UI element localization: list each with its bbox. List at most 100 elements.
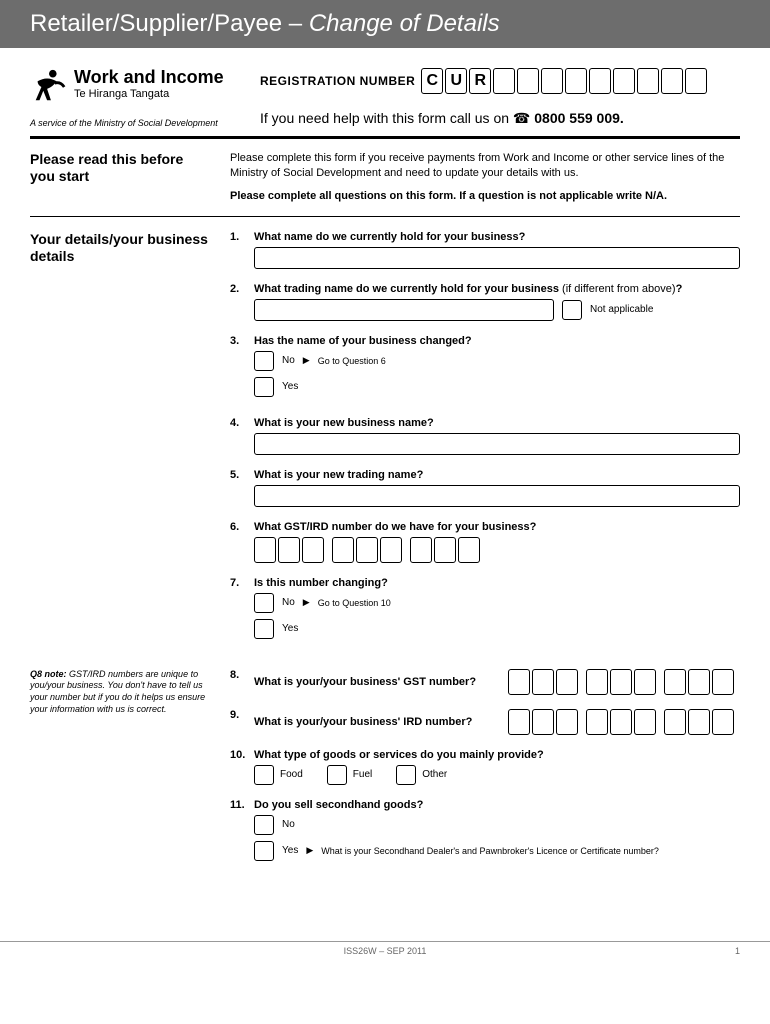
q4-input[interactable] <box>254 433 740 455</box>
footer-code: ISS26W – SEP 2011 <box>344 946 427 956</box>
reg-box[interactable]: R <box>469 68 491 94</box>
q8-boxes <box>508 669 740 695</box>
q11-followup: What is your Secondhand Dealer's and Paw… <box>321 846 659 856</box>
q3-no-checkbox[interactable] <box>254 351 274 371</box>
num-box[interactable] <box>712 669 734 695</box>
header-prefix: Retailer/Supplier/Payee – <box>30 10 309 37</box>
num-box[interactable] <box>532 709 554 735</box>
q7-yes-label: Yes <box>282 623 298 634</box>
arrow-icon: ▶ <box>303 597 310 608</box>
q1-num: 1. <box>230 231 254 269</box>
logo-subtitle: Te Hiranga Tangata <box>74 88 224 100</box>
reg-box[interactable]: C <box>421 68 443 94</box>
num-box[interactable] <box>586 669 608 695</box>
q2-num: 2. <box>230 283 254 321</box>
reg-box[interactable] <box>517 68 539 94</box>
q8-label: What is your/your business' GST number? <box>254 676 498 688</box>
q11-num: 11. <box>230 799 254 867</box>
page-footer: ISS26W – SEP 2011 1 <box>0 941 770 956</box>
num-box[interactable] <box>356 537 378 563</box>
reg-box[interactable] <box>637 68 659 94</box>
q7-num: 7. <box>230 577 254 645</box>
section2-heading: Your details/your business details <box>30 231 210 659</box>
q3-yes-checkbox[interactable] <box>254 377 274 397</box>
q11-no-label: No <box>282 819 295 830</box>
q9-label: What is your/your business' IRD number? <box>254 716 498 728</box>
num-box[interactable] <box>556 709 578 735</box>
reg-box[interactable]: U <box>445 68 467 94</box>
q10-fuel-checkbox[interactable] <box>327 765 347 785</box>
q11-yes-label: Yes <box>282 845 298 856</box>
reg-box[interactable] <box>613 68 635 94</box>
num-box[interactable] <box>688 709 710 735</box>
section1-heading: Please read this before you start <box>30 151 210 202</box>
logo-icon <box>30 68 68 106</box>
q7-no-checkbox[interactable] <box>254 593 274 613</box>
q11-yes-checkbox[interactable] <box>254 841 274 861</box>
reg-box[interactable] <box>541 68 563 94</box>
q1-input[interactable] <box>254 247 740 269</box>
num-box[interactable] <box>634 709 656 735</box>
q3-label: Has the name of your business changed? <box>254 335 740 347</box>
num-box[interactable] <box>610 669 632 695</box>
num-box[interactable] <box>254 537 276 563</box>
q10-num: 10. <box>230 749 254 785</box>
q10-food-checkbox[interactable] <box>254 765 274 785</box>
num-box[interactable] <box>532 669 554 695</box>
num-box[interactable] <box>688 669 710 695</box>
reg-box[interactable] <box>589 68 611 94</box>
divider <box>30 216 740 217</box>
q4-num: 4. <box>230 417 254 455</box>
num-box[interactable] <box>712 709 734 735</box>
q8-num: 8. <box>230 669 254 695</box>
q11-label: Do you sell secondhand goods? <box>254 799 740 811</box>
num-box[interactable] <box>302 537 324 563</box>
num-box[interactable] <box>634 669 656 695</box>
registration-boxes: C U R <box>421 68 707 94</box>
help-phone: 0800 559 009. <box>534 110 624 126</box>
reg-box[interactable] <box>493 68 515 94</box>
help-text: If you need help with this form call us … <box>260 110 740 127</box>
num-box[interactable] <box>556 669 578 695</box>
num-box[interactable] <box>586 709 608 735</box>
num-box[interactable] <box>332 537 354 563</box>
q2-input[interactable] <box>254 299 554 321</box>
reg-box[interactable] <box>661 68 683 94</box>
help-prefix: If you need help with this form call us … <box>260 110 513 126</box>
q4-label: What is your new business name? <box>254 417 740 429</box>
q11-no-checkbox[interactable] <box>254 815 274 835</box>
num-box[interactable] <box>508 709 530 735</box>
num-box[interactable] <box>410 537 432 563</box>
section1-bold: Please complete all questions on this fo… <box>230 190 740 202</box>
footer-page: 1 <box>735 946 740 956</box>
q10-fuel-label: Fuel <box>353 769 372 780</box>
q7-yes-checkbox[interactable] <box>254 619 274 639</box>
registration-label: REGISTRATION NUMBER <box>260 74 415 88</box>
header-italic: Change of Details <box>309 10 500 37</box>
num-box[interactable] <box>664 669 686 695</box>
reg-box[interactable] <box>565 68 587 94</box>
q3-no-label: No <box>282 355 295 366</box>
q2-na-checkbox[interactable] <box>562 300 582 320</box>
logo-title: Work and Income <box>74 68 224 88</box>
q5-input[interactable] <box>254 485 740 507</box>
q7-goto: Go to Question 10 <box>318 598 391 608</box>
q6-num: 6. <box>230 521 254 563</box>
q10-food-label: Food <box>280 769 303 780</box>
reg-box[interactable] <box>685 68 707 94</box>
q2-label: What trading name do we currently hold f… <box>254 283 740 295</box>
num-box[interactable] <box>278 537 300 563</box>
num-box[interactable] <box>434 537 456 563</box>
q3-num: 3. <box>230 335 254 403</box>
num-box[interactable] <box>458 537 480 563</box>
num-box[interactable] <box>380 537 402 563</box>
q10-other-checkbox[interactable] <box>396 765 416 785</box>
num-box[interactable] <box>610 709 632 735</box>
q8-note: Q8 note: GST/IRD numbers are unique to y… <box>30 669 210 881</box>
num-box[interactable] <box>508 669 530 695</box>
q7-label: Is this number changing? <box>254 577 740 589</box>
logo-block: Work and Income Te Hiranga Tangata A ser… <box>30 68 260 128</box>
logo-service-text: A service of the Ministry of Social Deve… <box>30 118 260 128</box>
q6-boxes <box>254 537 740 563</box>
num-box[interactable] <box>664 709 686 735</box>
